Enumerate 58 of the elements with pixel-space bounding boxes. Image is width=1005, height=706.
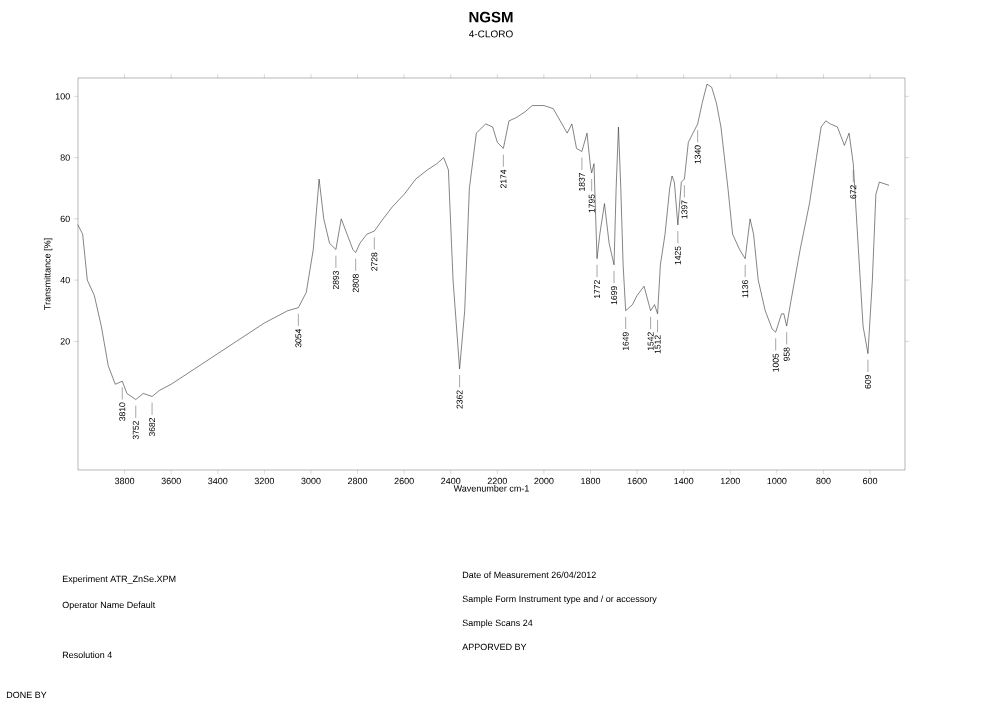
x-tick-label: 1200 [720,477,740,485]
annotation: 2728 [371,252,378,271]
x-tick-label: 2800 [347,477,368,485]
y-tick-label: 20 [60,338,70,345]
y-tick-label: 40 [60,276,70,284]
annotation: 2174 [500,169,507,189]
x-tick-label: 800 [816,477,831,485]
text: Experiment ATR_ZnSe.XPM [62,575,176,584]
x-tick-label: 2000 [534,477,554,485]
annotation: 3810 [119,402,126,421]
x-tick-label: 3800 [114,477,135,485]
annotation: 2362 [456,390,463,409]
annotation: 2893 [332,270,339,290]
text: Sample Scans 24 [462,619,533,628]
annotation: 3054 [295,329,302,348]
annotation: 1795 [588,194,595,213]
x-tick-label: 3400 [208,477,228,485]
text: APPORVED BY [462,643,527,651]
annotation: 1397 [681,200,688,219]
x-tick-label: 2200 [487,477,507,485]
chart-title: NGSM [469,11,513,23]
y-tick-label: 60 [60,215,70,223]
text: Operator Name Default [62,601,156,610]
x-tick-label: 2400 [441,477,461,485]
text: Resolution 4 [62,651,112,659]
annotation: 672 [850,185,857,199]
chart-subtitle: 4-CLORO [469,30,513,38]
x-tick-label: 1000 [767,477,787,485]
annotation: 1340 [694,145,701,164]
annotation: 2808 [352,274,359,293]
annotation: 1005 [772,353,779,372]
y-tick-label: 100 [55,93,70,100]
x-tick-label: 2600 [394,477,414,485]
annotation: 1512 [654,335,661,354]
x-tick-label: 1600 [627,477,647,485]
annotation: 1772 [594,280,600,299]
x-tick-label: 600 [862,477,878,485]
text: Date of Measurement 26/04/2012 [462,571,596,579]
annotation: 958 [783,347,790,361]
x-tick-label: 1400 [674,477,694,485]
annotation: 3682 [149,418,156,437]
x-axis-title: Wavenumber cm-1 [453,485,529,492]
annotation: 1649 [622,332,629,351]
x-tick-label: 1800 [581,477,601,485]
annotation: 1425 [674,246,681,265]
annotation: 3752 [132,421,139,440]
x-tick-label: 3600 [161,477,181,485]
x-tick-label: 3000 [301,477,321,485]
text: Sample Form Instrument type and / or accessory [462,595,657,604]
y-axis-title: Transmittance [%] [43,238,53,310]
y-tick-label: 80 [60,154,70,161]
text: DONE BY [6,691,47,699]
annotation: 1136 [742,280,749,298]
annotation: 1837 [578,173,585,191]
annotation: 609 [864,375,871,389]
annotation: 1542 [647,332,654,351]
x-tick-label: 3200 [254,477,275,485]
annotation: 1699 [611,286,618,305]
